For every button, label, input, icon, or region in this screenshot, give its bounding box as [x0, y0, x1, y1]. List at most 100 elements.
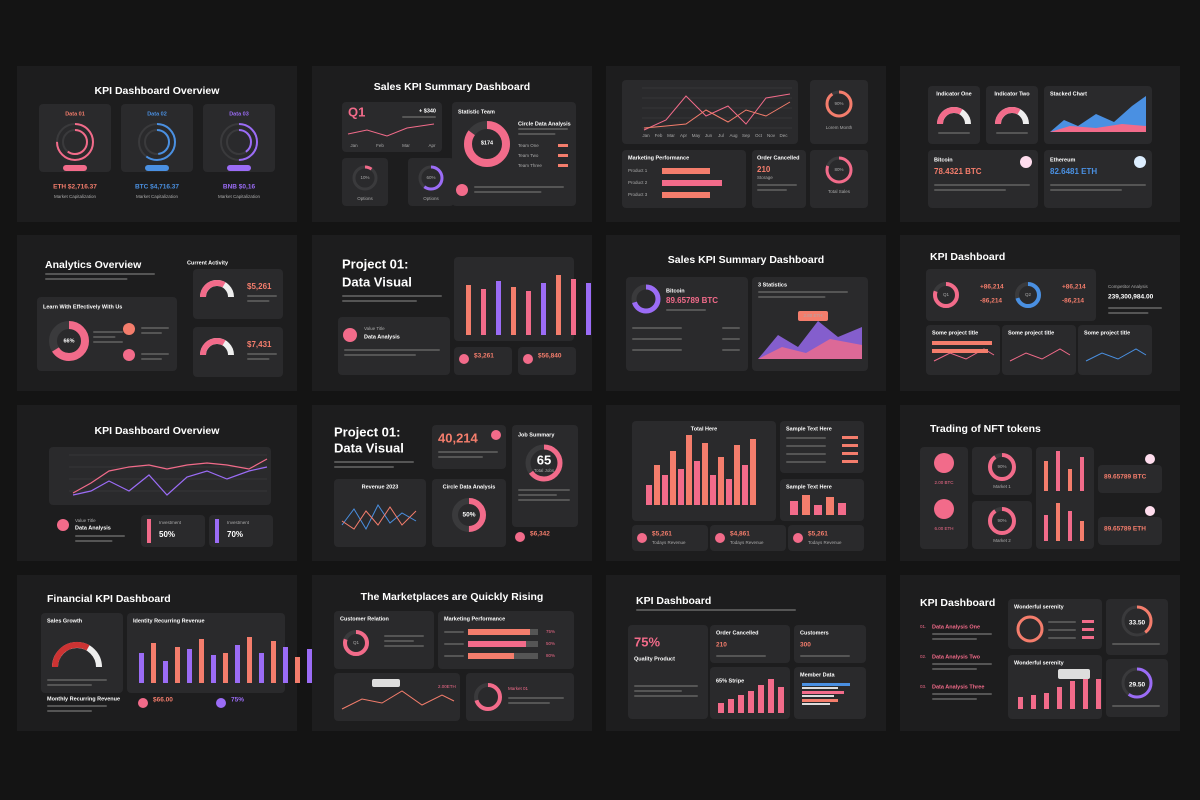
icon [523, 354, 533, 364]
label: Indicator Two [994, 91, 1030, 97]
label: $66.00 [153, 697, 173, 704]
label: Indicator One [936, 91, 971, 97]
text-placeholder [384, 640, 414, 642]
bar [814, 505, 822, 515]
line [1085, 348, 1147, 362]
label: $5,261 [652, 531, 672, 538]
label: +86,214 [980, 284, 1004, 291]
card [334, 479, 426, 547]
text-placeholder [518, 133, 556, 135]
slide: KPI Dashboard 75% Quality Product Order Can… [606, 575, 886, 731]
text-placeholder [934, 189, 1006, 191]
card [626, 277, 748, 371]
label: Options [357, 196, 373, 201]
label: Dec [779, 133, 788, 138]
bar [678, 469, 684, 505]
text-placeholder [141, 358, 162, 360]
label: Sales Growth [47, 618, 83, 624]
label: 10% [360, 175, 369, 180]
text-placeholder [141, 353, 169, 355]
gauge [199, 280, 226, 298]
label: 6.00 ETH [934, 526, 953, 531]
icon [637, 533, 647, 543]
text-placeholder [636, 609, 796, 611]
label: Some project title [932, 330, 978, 336]
bar [481, 289, 486, 335]
text-placeholder [1048, 637, 1076, 639]
icon [57, 519, 69, 531]
bar [662, 192, 710, 198]
label: Product 2 [628, 180, 648, 185]
bar [646, 485, 652, 505]
text-placeholder [722, 327, 740, 329]
text-placeholder [438, 451, 498, 453]
slide: Analytics Overview Current Activity Learn … [17, 235, 297, 391]
bar [842, 444, 858, 447]
label: Learn With Effectively With Us [43, 304, 122, 310]
card [986, 86, 1038, 144]
icon [138, 698, 148, 708]
text-placeholder [996, 132, 1028, 134]
text-placeholder [932, 633, 992, 635]
ring [343, 630, 369, 656]
label: 89.65789 BTC [1104, 474, 1147, 481]
label: 2.00ETH [438, 684, 456, 689]
label: Feb [376, 143, 384, 148]
card [41, 613, 123, 693]
label: Market Capitalization [136, 194, 179, 199]
text-placeholder [402, 116, 436, 118]
bar [790, 501, 798, 515]
label: 239,300,984.00 [1108, 294, 1154, 301]
card [794, 625, 866, 663]
label: Product 3 [628, 192, 648, 197]
ring [988, 507, 1016, 535]
card [928, 150, 1038, 208]
label: Sep [742, 133, 751, 138]
label: 210 [757, 165, 771, 174]
card [193, 327, 283, 377]
slide-title: KPI Dashboard Overview [95, 425, 221, 437]
dot [558, 164, 568, 167]
label: Jan [642, 133, 650, 138]
bar [802, 695, 834, 697]
bar [175, 647, 180, 683]
card [342, 102, 442, 152]
line [341, 504, 417, 531]
label: 29.50 [1129, 682, 1146, 689]
text-placeholder [932, 698, 977, 700]
dot [558, 144, 568, 147]
text-placeholder [932, 668, 977, 670]
label: BNB $0,16 [223, 184, 256, 191]
label: Order Cancelled [757, 155, 800, 161]
label: Project 01: [334, 424, 400, 439]
label: Options [423, 196, 439, 201]
icon [123, 349, 135, 361]
text-placeholder [632, 349, 682, 351]
icon [793, 533, 803, 543]
label: 01. [920, 624, 926, 629]
bar [702, 443, 708, 505]
label: 89.65789 BTC [666, 296, 718, 305]
text-placeholder [444, 655, 464, 657]
card [342, 158, 388, 206]
card [920, 447, 968, 549]
label: $5,261 [808, 531, 828, 538]
label: $56,840 [538, 353, 562, 360]
label: Mar [402, 143, 410, 148]
ring [49, 321, 89, 361]
text-placeholder [722, 338, 740, 340]
line [341, 506, 417, 530]
slide: Jan Feb Mar Apr May Jun Jul Aug Sep Oct Nov Dec Mark… [606, 66, 886, 222]
bar [541, 283, 546, 335]
label: $5,261 [247, 282, 272, 291]
card [454, 347, 512, 375]
text-placeholder [932, 663, 992, 665]
text-placeholder [634, 695, 698, 697]
bar [670, 451, 676, 505]
bar [718, 457, 724, 505]
card [632, 525, 708, 551]
card [1002, 325, 1076, 375]
label: Market Capitalization [218, 194, 261, 199]
card [1098, 465, 1162, 493]
label: 66% [63, 338, 74, 344]
